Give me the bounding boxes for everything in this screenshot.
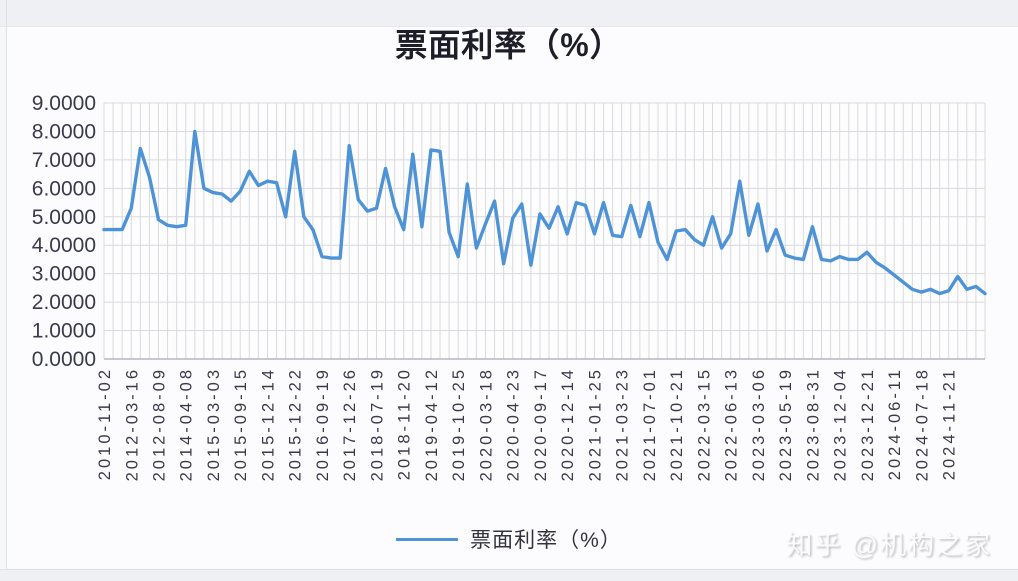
x-tick-label: 2015-09-15 bbox=[232, 367, 250, 481]
page-left-border bbox=[6, 0, 7, 580]
x-tick-label: 2021-03-23 bbox=[614, 367, 632, 481]
x-tick-label: 2024-11-21 bbox=[941, 367, 959, 480]
x-tick-label: 2023-05-19 bbox=[777, 367, 795, 481]
x-tick-label: 2023-12-21 bbox=[859, 367, 877, 481]
x-tick-label: 2023-03-06 bbox=[750, 367, 768, 481]
y-tick-label: 5.0000 bbox=[32, 206, 96, 229]
coupon-rate-line bbox=[102, 129, 987, 296]
y-tick-label: 7.0000 bbox=[32, 149, 96, 172]
x-tick-label: 2015-12-14 bbox=[259, 367, 277, 481]
y-tick-label: 2.0000 bbox=[32, 291, 96, 314]
x-tick-label: 2019-04-12 bbox=[423, 367, 441, 481]
page-top-strip bbox=[0, 0, 1018, 27]
y-tick-label: 8.0000 bbox=[32, 120, 96, 143]
y-tick-label: 1.0000 bbox=[32, 320, 96, 343]
plot-area bbox=[104, 103, 985, 359]
x-tick-label: 2012-03-16 bbox=[123, 367, 141, 481]
x-tick-label: 2018-07-19 bbox=[368, 367, 386, 481]
x-tick-label: 2021-01-25 bbox=[586, 367, 604, 481]
x-tick-label: 2024-07-18 bbox=[913, 367, 931, 481]
x-tick-label: 2023-12-04 bbox=[832, 367, 850, 481]
chart-title: 票面利率（%） bbox=[395, 27, 623, 63]
legend-label: 票面利率（%） bbox=[470, 529, 622, 552]
x-tick-label: 2024-06-11 bbox=[886, 367, 904, 480]
x-tick-label: 2023-08-31 bbox=[804, 367, 822, 481]
x-tick-label: 2019-10-25 bbox=[450, 367, 468, 481]
x-tick-label: 2014-04-08 bbox=[178, 367, 196, 481]
y-tick-label: 0.0000 bbox=[32, 348, 96, 371]
x-tick-label: 2015-03-03 bbox=[205, 367, 223, 481]
x-tick-label: 2021-10-21 bbox=[668, 367, 686, 481]
x-tick-label: 2016-09-19 bbox=[314, 367, 332, 481]
y-tick-label: 3.0000 bbox=[32, 263, 96, 286]
x-tick-label: 2020-12-14 bbox=[559, 367, 577, 481]
x-tick-label: 2022-03-15 bbox=[695, 367, 713, 481]
x-tick-label: 2017-12-26 bbox=[341, 367, 359, 481]
x-tick-label: 2020-09-17 bbox=[532, 367, 550, 481]
y-tick-label: 6.0000 bbox=[32, 177, 96, 200]
y-tick-label: 9.0000 bbox=[32, 92, 96, 115]
y-tick-label: 4.0000 bbox=[32, 234, 96, 257]
page-bottom-strip bbox=[0, 569, 1018, 581]
x-tick-label: 2015-12-22 bbox=[287, 367, 305, 481]
x-tick-label: 2020-03-18 bbox=[477, 367, 495, 481]
x-tick-label: 2018-11-20 bbox=[396, 367, 414, 480]
x-tick-label: 2022-06-13 bbox=[723, 367, 741, 481]
x-tick-label: 2012-08-09 bbox=[150, 367, 168, 481]
x-tick-label: 2021-07-01 bbox=[641, 367, 659, 481]
x-tick-label: 2010-11-02 bbox=[96, 367, 114, 480]
watermark-zhihu: 知乎 @机构之家 bbox=[786, 530, 992, 560]
x-tick-label: 2020-04-23 bbox=[505, 367, 523, 481]
chart-legend: 票面利率（%） bbox=[0, 524, 1018, 554]
legend-line-swatch-icon bbox=[396, 537, 459, 541]
